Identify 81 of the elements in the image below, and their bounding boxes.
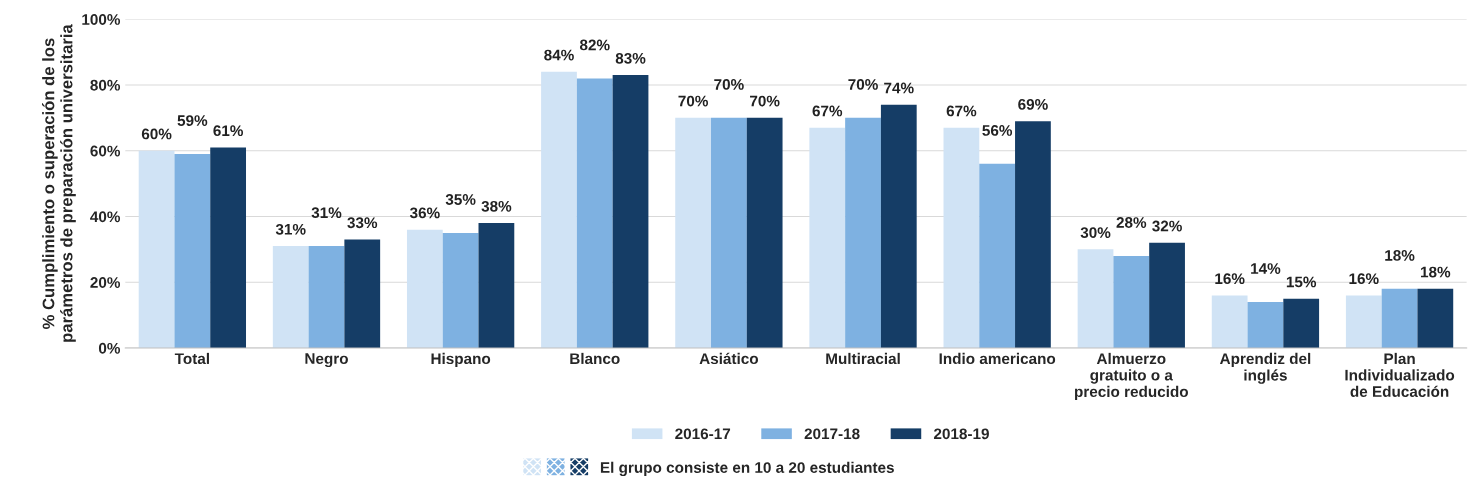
y-tick-label: 0% [98,342,121,354]
data-label: 56% [982,125,1013,136]
y-tick-label: 20% [90,277,121,288]
data-label: 31% [275,223,306,235]
data-label: 32% [1152,220,1182,232]
x-tick-label: Almuerzo gratuito o a precio reducido [1075,352,1188,401]
bar [442,232,479,348]
data-label: 70% [714,79,744,90]
bar [809,127,846,348]
bar [406,229,443,348]
bar [1113,255,1150,348]
data-label: 70% [750,95,780,107]
bar [711,117,747,348]
data-label: 84% [544,49,574,61]
bar [880,104,917,348]
bar [174,154,211,348]
x-tick-label: Negro [305,353,348,368]
bar [210,147,247,348]
bar [308,246,345,348]
legend-label: 2016-17 [675,428,731,440]
legend-label: 2017-18 [804,428,860,440]
data-label: 82% [579,39,610,51]
data-label: 30% [1080,227,1111,239]
bar [1283,298,1320,348]
bar [1381,288,1418,348]
x-tick-label: Total [174,352,209,365]
data-label: 18% [1385,249,1415,261]
data-label: 83% [615,52,646,64]
x-tick-label: Hispano [431,352,491,368]
bar [746,117,783,348]
legend-label: 2018-19 [933,428,989,440]
data-label: 15% [1286,276,1317,288]
bar [979,163,1016,348]
x-tick-label: Asiático [699,352,759,365]
data-label: 18% [1421,266,1451,278]
data-label: 33% [347,217,378,229]
bar [541,71,577,348]
x-tick-label: Aprendiz del inglés [1219,352,1311,384]
bar [138,150,175,348]
bar [1247,301,1284,348]
bar [1417,288,1454,348]
data-label: 60% [141,128,172,140]
y-axis-title: % Cumplimiento o superación de los parámetros de preparación universitaria [41,24,76,342]
bar [612,75,649,348]
x-tick-label: Indio americano [939,352,1056,365]
data-label: 69% [1018,98,1048,110]
data-label: 35% [445,194,476,205]
data-label: 70% [848,79,878,90]
data-label: 16% [1215,273,1245,285]
data-label: 28% [1116,217,1147,228]
data-label: 67% [812,105,843,117]
bar [1345,295,1382,348]
bar [845,117,881,348]
bar [576,78,613,348]
y-tick-label: 100% [82,14,121,25]
bar [272,246,309,348]
data-label: 67% [946,105,977,117]
data-label: 70% [678,95,709,107]
bar [943,127,980,348]
y-tick-label: 80% [90,79,121,91]
data-label: 61% [213,125,244,137]
bar [1015,121,1051,348]
bar [478,223,515,348]
data-label: 31% [311,207,342,219]
x-tick-label: Multiracial [826,352,900,365]
y-tick-label: 60% [90,145,121,157]
bar [1149,242,1185,348]
bar [1077,249,1114,348]
data-label: 36% [409,207,440,219]
x-tick-label: Plan Individualizado de Educación [1345,352,1455,397]
text: El grupo consiste en 10 a 20 estudiantes [600,461,894,477]
x-tick-label: Blanco [570,352,620,365]
data-label: 14% [1251,263,1281,274]
data-label: 38% [481,200,512,212]
data-label: 16% [1349,273,1379,285]
bar [675,117,712,348]
data-label: 74% [884,82,914,94]
y-tick-label: 40% [90,211,121,223]
bar [1211,295,1248,348]
data-label: 59% [177,115,208,126]
bar [344,239,381,348]
